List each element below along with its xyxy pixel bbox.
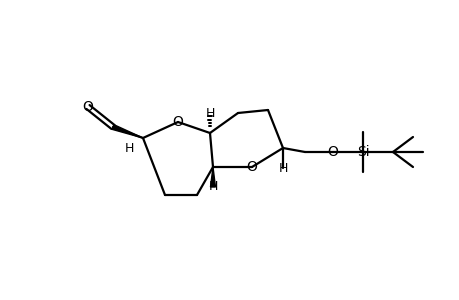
Text: H: H [205, 106, 214, 119]
Polygon shape [112, 125, 143, 138]
Text: H: H [208, 181, 217, 194]
Text: H: H [278, 161, 287, 175]
Text: H: H [124, 142, 134, 154]
Text: O: O [327, 145, 338, 159]
Text: O: O [82, 100, 93, 114]
Text: O: O [172, 115, 183, 129]
Polygon shape [210, 167, 215, 187]
Text: Si: Si [356, 145, 369, 159]
Text: O: O [246, 160, 257, 174]
